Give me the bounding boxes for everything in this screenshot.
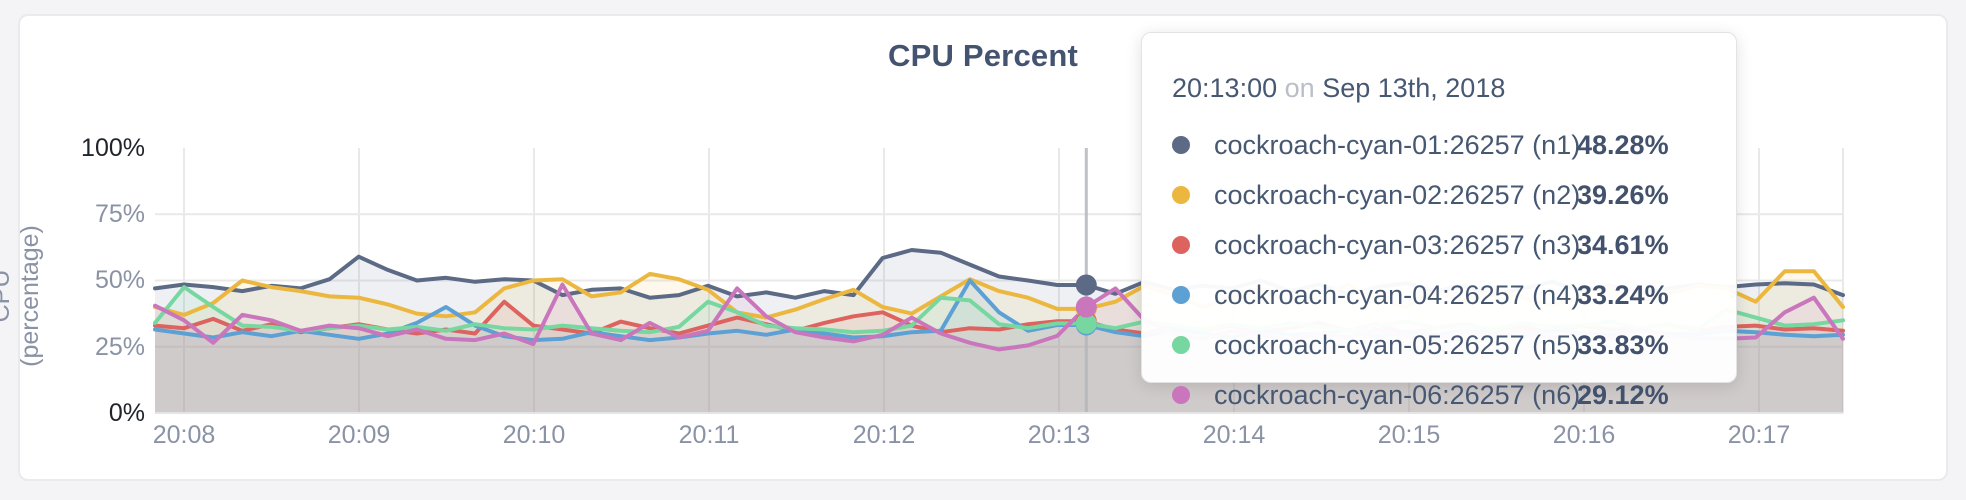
tooltip-row: cockroach-cyan-02:26257 (n2) 39.26% bbox=[1172, 170, 1706, 220]
series-value: 34.61% bbox=[1577, 229, 1669, 260]
tooltip-connector: on bbox=[1284, 73, 1315, 103]
hover-dot-n1 bbox=[1075, 274, 1097, 296]
series-color-dot-icon bbox=[1172, 236, 1190, 254]
series-color-dot-icon bbox=[1172, 386, 1190, 404]
tooltip-row: cockroach-cyan-01:26257 (n1) 48.28% bbox=[1172, 120, 1706, 170]
x-tick-label: 20:17 bbox=[1727, 421, 1791, 449]
hover-dot-n5 bbox=[1075, 312, 1097, 334]
tooltip-row: cockroach-cyan-04:26257 (n4) 33.24% bbox=[1172, 270, 1706, 320]
series-color-dot-icon bbox=[1172, 186, 1190, 204]
x-tick-label: 20:16 bbox=[1552, 421, 1616, 449]
series-name: cockroach-cyan-05:26257 (n5) bbox=[1214, 329, 1581, 360]
series-name: cockroach-cyan-01:26257 (n1) bbox=[1214, 129, 1581, 160]
series-name: cockroach-cyan-04:26257 (n4) bbox=[1214, 279, 1581, 310]
series-name: cockroach-cyan-06:26257 (n6) bbox=[1214, 379, 1581, 410]
tooltip-row: cockroach-cyan-06:26257 (n6) 29.12% bbox=[1172, 370, 1706, 420]
y-axis-title: CPU (percentage) bbox=[0, 225, 44, 367]
hover-dot-n6 bbox=[1075, 296, 1097, 318]
y-tick-label: 25% bbox=[94, 333, 145, 361]
y-tick-label: 0% bbox=[108, 399, 145, 427]
series-name: cockroach-cyan-02:26257 (n2) bbox=[1214, 179, 1581, 210]
series-name: cockroach-cyan-03:26257 (n3) bbox=[1214, 229, 1581, 260]
series-value: 48.28% bbox=[1577, 129, 1669, 160]
tooltip-rows: cockroach-cyan-01:26257 (n1) 48.28% cockro… bbox=[1172, 120, 1706, 420]
tooltip-date: Sep 13th, 2018 bbox=[1322, 73, 1506, 103]
series-color-dot-icon bbox=[1172, 286, 1190, 304]
hover-tooltip: 20:13:00 on Sep 13th, 2018 cockroach-cya… bbox=[1141, 32, 1737, 410]
chart-title: CPU Percent bbox=[888, 38, 1078, 73]
x-tick-label: 20:15 bbox=[1377, 421, 1441, 449]
series-color-dot-icon bbox=[1172, 136, 1190, 154]
tooltip-row: cockroach-cyan-03:26257 (n3) 34.61% bbox=[1172, 220, 1706, 270]
series-value: 33.24% bbox=[1577, 279, 1669, 310]
x-tick-label: 20:10 bbox=[502, 421, 566, 449]
tooltip-header: 20:13:00 on Sep 13th, 2018 bbox=[1172, 73, 1706, 104]
x-tick-label: 20:14 bbox=[1202, 421, 1266, 449]
x-tick-label: 20:09 bbox=[327, 421, 391, 449]
x-tick-label: 20:12 bbox=[852, 421, 916, 449]
tooltip-row: cockroach-cyan-05:26257 (n5) 33.83% bbox=[1172, 320, 1706, 370]
series-value: 39.26% bbox=[1577, 179, 1669, 210]
y-tick-label: 75% bbox=[94, 200, 145, 228]
x-tick-label: 20:11 bbox=[678, 421, 740, 449]
x-tick-label: 20:08 bbox=[152, 421, 216, 449]
series-value: 29.12% bbox=[1577, 379, 1669, 410]
tooltip-time: 20:13:00 bbox=[1172, 73, 1278, 103]
x-axis-baseline bbox=[155, 412, 1843, 414]
x-tick-label: 20:13 bbox=[1027, 421, 1091, 449]
series-color-dot-icon bbox=[1172, 336, 1190, 354]
series-value: 33.83% bbox=[1577, 329, 1669, 360]
y-tick-label: 100% bbox=[81, 134, 145, 162]
series-area-n3 bbox=[155, 301, 1843, 413]
y-tick-label: 50% bbox=[94, 266, 145, 294]
